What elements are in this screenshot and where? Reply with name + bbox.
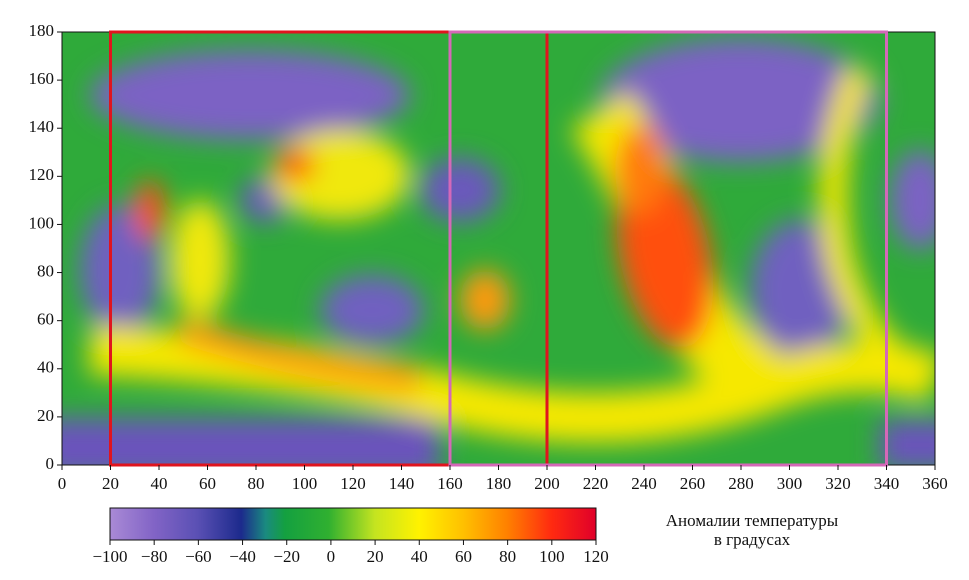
x-tick-label: 100: [292, 474, 318, 493]
y-tick-label: 100: [29, 213, 55, 232]
x-tick-label: 240: [631, 474, 657, 493]
region-frame: [448, 30, 888, 467]
x-tick-label: 280: [728, 474, 754, 493]
x-tick-label: 60: [199, 474, 216, 493]
x-tick-label: 40: [151, 474, 168, 493]
colorbar-tick-label: −60: [185, 547, 212, 566]
x-tick-label: 140: [389, 474, 415, 493]
y-tick-label: 120: [29, 165, 55, 184]
y-tick-label: 60: [37, 310, 54, 329]
x-tick-label: 220: [583, 474, 609, 493]
colorbar-tick-label: 20: [367, 547, 384, 566]
colorbar-tick-label: 120: [583, 547, 609, 566]
y-tick-label: 40: [37, 358, 54, 377]
colorbar-tick-label: 80: [499, 547, 516, 566]
colorbar-tick-label: −20: [273, 547, 300, 566]
colorbar-tick-label: 0: [327, 547, 336, 566]
regions: [109, 30, 888, 467]
x-tick-label: 260: [680, 474, 706, 493]
legend-title: в градусах: [714, 530, 791, 549]
x-tick-label: 320: [825, 474, 851, 493]
x-tick-label: 180: [486, 474, 512, 493]
x-tick-label: 80: [248, 474, 265, 493]
x-tick-label: 120: [340, 474, 366, 493]
anomaly-map: [62, 32, 935, 465]
colorbar-tick-label: 60: [455, 547, 472, 566]
x-tick-label: 0: [58, 474, 67, 493]
x-tick-label: 200: [534, 474, 560, 493]
colorbar-tick-label: 100: [539, 547, 565, 566]
y-tick-label: 20: [37, 406, 54, 425]
y-tick-label: 140: [29, 117, 55, 136]
y-tick-label: 180: [29, 21, 55, 40]
colorbar: [109, 507, 597, 541]
y-tick-label: 0: [46, 454, 55, 473]
x-tick-label: 160: [437, 474, 463, 493]
y-tick-label: 160: [29, 69, 55, 88]
x-tick-label: 340: [874, 474, 900, 493]
legend-title: Аномалии температуры: [666, 511, 839, 530]
colorbar-tick-label: −40: [229, 547, 256, 566]
colorbar-tick-label: 40: [411, 547, 428, 566]
colorbar-tick-label: −80: [141, 547, 168, 566]
region-frame: [109, 30, 549, 467]
x-tick-label: 300: [777, 474, 803, 493]
x-tick-label: 20: [102, 474, 119, 493]
x-tick-label: 360: [922, 474, 948, 493]
y-tick-label: 80: [37, 261, 54, 280]
colorbar-tick-label: −100: [92, 547, 127, 566]
